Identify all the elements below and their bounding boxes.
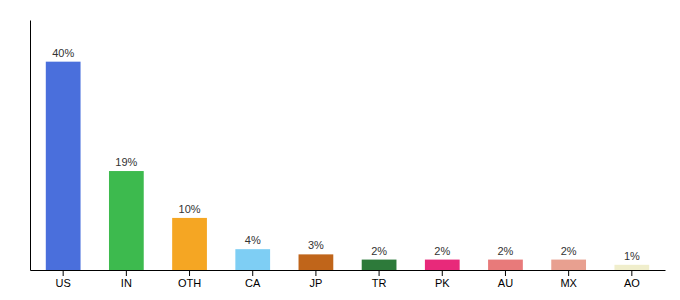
plot: US IN OTH CA JP TR PK AU MX AO 40% 19% 10% 4% 3% 2% 2% 2%… — [31, 21, 666, 289]
x-tick-label: US — [56, 277, 71, 289]
bar — [235, 249, 270, 270]
data-label: 10% — [179, 203, 201, 215]
data-label: 19% — [115, 156, 137, 168]
x-tick: OTH — [178, 270, 201, 289]
data-label: 2% — [561, 245, 577, 257]
x-tick: TR — [372, 270, 387, 289]
x-axis: US IN OTH CA JP TR PK AU MX AO — [31, 270, 666, 289]
bar — [488, 260, 523, 270]
x-tick-mark — [631, 270, 632, 276]
x-tick: AO — [624, 270, 640, 289]
bar — [614, 265, 649, 270]
bars — [46, 62, 649, 270]
x-tick: JP — [309, 270, 322, 289]
chart-svg: US IN OTH CA JP TR PK AU MX AO 40% 19% 10% 4% 3% 2% 2% 2%… — [0, 0, 680, 300]
data-label: 3% — [308, 239, 324, 251]
x-tick-label: TR — [372, 277, 387, 289]
x-tick-label: PK — [435, 277, 450, 289]
x-tick: PK — [435, 270, 450, 289]
x-tick-mark — [315, 270, 316, 276]
x-tick-label: AU — [498, 277, 513, 289]
x-tick-mark — [505, 270, 506, 276]
bar — [551, 260, 586, 270]
data-label: 2% — [371, 245, 387, 257]
x-tick-label: AO — [624, 277, 640, 289]
x-tick-mark — [126, 270, 127, 276]
x-tick-mark — [63, 270, 64, 276]
data-label: 2% — [434, 245, 450, 257]
x-tick: CA — [245, 270, 261, 289]
bar — [46, 62, 81, 270]
data-label: 2% — [498, 245, 514, 257]
x-axis-line — [31, 270, 666, 271]
x-tick-label: OTH — [178, 277, 201, 289]
x-tick: US — [56, 270, 71, 289]
x-tick-label: CA — [245, 277, 261, 289]
x-tick-label: JP — [309, 277, 322, 289]
x-tick-mark — [568, 270, 569, 276]
x-tick: IN — [121, 270, 132, 289]
x-tick-mark — [189, 270, 190, 276]
data-labels: 40% 19% 10% 4% 3% 2% 2% 2% 2% 1% — [52, 47, 640, 262]
y-axis — [30, 21, 31, 271]
x-tick-mark — [379, 270, 380, 276]
y-axis-line — [30, 21, 31, 271]
x-tick-label: MX — [560, 277, 577, 289]
chart-container: US IN OTH CA JP TR PK AU MX AO 40% 19% 10% 4% 3% 2% 2% 2%… — [0, 0, 680, 300]
bar — [362, 260, 397, 270]
bar — [109, 171, 144, 270]
x-tick-label: IN — [121, 277, 132, 289]
bar — [172, 218, 207, 270]
bar — [299, 254, 334, 270]
bar — [425, 260, 460, 270]
x-tick: AU — [498, 270, 513, 289]
data-label: 40% — [52, 47, 74, 59]
data-label: 4% — [245, 234, 261, 246]
data-label: 1% — [624, 250, 640, 262]
x-tick-mark — [442, 270, 443, 276]
x-tick: MX — [560, 270, 577, 289]
x-tick-mark — [252, 270, 253, 276]
